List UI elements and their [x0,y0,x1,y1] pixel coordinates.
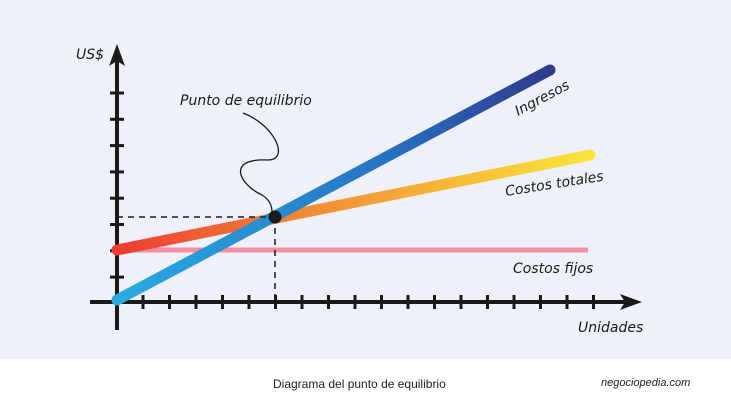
diagram-caption: Diagrama del punto de equilibrio [273,377,446,391]
x-axis-arrow [620,294,642,310]
break-even-point [268,210,282,224]
y-axis-arrow [109,44,125,66]
brand-watermark: negociopedia.com [601,377,691,389]
break-even-diagram: US$ Unidades Punto de equilibrio Ingreso… [76,44,643,336]
ingresos-line [111,64,556,306]
x-axis-label: Unidades [578,320,643,336]
diagram-area: US$ Unidades Punto de equilibrio Ingreso… [0,0,731,359]
annotation-leader [239,112,279,213]
y-axis-label: US$ [76,47,104,63]
costos-totales-line [111,149,596,256]
annotation-label: Punto de equilibrio [180,93,312,109]
series-label-costos-fijos: Costos fijos [513,261,593,277]
